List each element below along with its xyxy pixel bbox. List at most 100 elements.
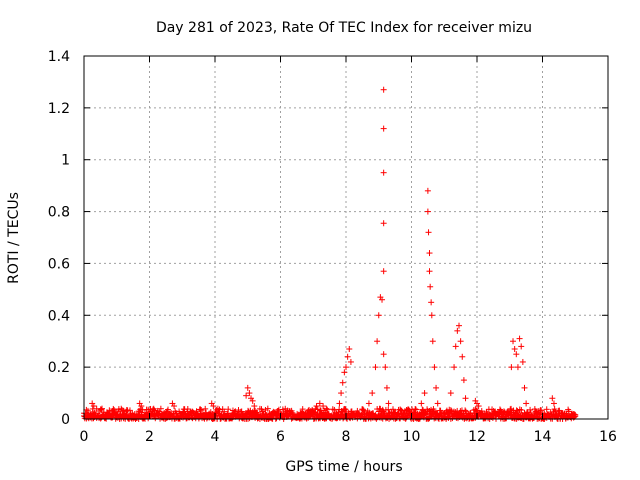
x-tick-label: 16 [599,429,617,445]
data-point-marker [246,390,253,397]
baseline-marker [329,406,336,413]
baseline-marker [360,407,367,414]
data-point-marker [454,327,461,334]
data-point-marker [374,338,381,345]
data-point-marker [460,377,467,384]
data-point-marker [99,405,106,412]
data-point-marker [428,312,435,319]
data-point-marker [243,392,250,399]
y-tick-label: 1 [61,153,70,169]
baseline-marker [84,407,91,414]
data-point-marker [380,268,387,275]
baseline-marker [447,407,454,414]
baseline-marker [572,411,579,418]
x-axis-label: GPS time / hours [285,459,402,475]
y-tick-label: 1.4 [48,49,70,65]
baseline-marker [359,406,366,413]
baseline-marker [515,410,522,417]
data-point-marker [519,358,526,365]
axis-ticks [83,55,609,420]
baseline-marker [324,406,331,413]
data-point-marker [210,403,217,410]
data-point-marker [549,395,556,402]
y-axis-label: ROTI / TECUs [6,192,22,284]
baseline-marker [299,406,306,413]
baseline-marker [527,406,534,413]
data-point-marker [511,345,518,352]
data-point-marker [434,400,441,407]
baseline-noise-band [81,405,579,422]
data-point-marker [341,369,348,376]
data-point-marker [380,351,387,358]
data-point-marker [336,400,343,407]
baseline-marker [551,406,558,413]
baseline-marker [198,407,205,414]
y-tick-label: 0 [61,412,70,428]
data-point-marker [382,364,389,371]
baseline-marker [462,407,469,414]
data-point-marker [316,400,323,407]
data-point-marker [138,403,145,410]
x-tick-label: 14 [534,429,552,445]
data-point-marker [313,403,320,410]
data-point-marker [521,384,528,391]
data-point-marker [244,384,251,391]
y-tick-label: 0.2 [48,360,70,376]
data-point-marker [320,403,327,410]
y-tick-label: 0.6 [48,256,70,272]
data-point-marker [550,400,557,407]
x-tick-label: 12 [468,429,486,445]
data-point-marker [369,390,376,397]
data-point-marker [418,400,425,407]
data-point-marker [251,403,258,410]
x-tick-label: 8 [342,429,351,445]
data-point-marker [451,364,458,371]
chart-title: Day 281 of 2023, Rate Of TEC Index for r… [156,20,532,36]
data-point-marker [421,390,428,397]
data-point-marker [447,390,454,397]
baseline-marker [202,405,209,412]
baseline-marker [478,408,485,415]
data-point-marker [510,338,517,345]
data-point-marker [433,384,440,391]
data-point-marker [424,187,431,194]
baseline-marker [221,408,228,415]
data-point-marker [431,364,438,371]
data-point-marker [347,358,354,365]
baseline-marker [412,406,419,413]
y-tick-labels: 0 0.2 0.4 0.6 0.8 1 1.2 1.4 [48,49,70,428]
x-tick-label: 6 [276,429,285,445]
data-point-marker [424,208,431,215]
data-point-marker [428,299,435,306]
data-point-marker [427,283,434,290]
data-point-marker [426,268,433,275]
data-point-marker [380,169,387,176]
data-point-marker [365,400,372,407]
data-point-marker [344,353,351,360]
x-tick-labels: 0 2 4 6 8 10 12 14 16 [80,429,617,445]
data-point-marker [383,384,390,391]
x-tick-label: 2 [145,429,154,445]
baseline-marker [390,406,397,413]
data-point-marker [249,397,256,404]
baseline-marker [264,405,271,412]
y-tick-label: 1.2 [48,101,70,117]
y-tick-label: 0.4 [48,308,70,324]
baseline-marker [197,406,204,413]
baseline-marker [157,405,164,412]
data-point-marker [513,351,520,358]
data-point-marker [375,312,382,319]
x-tick-label: 10 [403,429,421,445]
data-point-marker [380,125,387,132]
data-point-marker [508,364,515,371]
baseline-marker [126,407,133,414]
y-tick-label: 0.8 [48,205,70,221]
baseline-marker [164,406,171,413]
data-points [89,86,557,412]
data-point-marker [429,338,436,345]
baseline-marker [110,405,117,412]
data-point-marker [379,296,386,303]
baseline-marker [543,406,550,413]
